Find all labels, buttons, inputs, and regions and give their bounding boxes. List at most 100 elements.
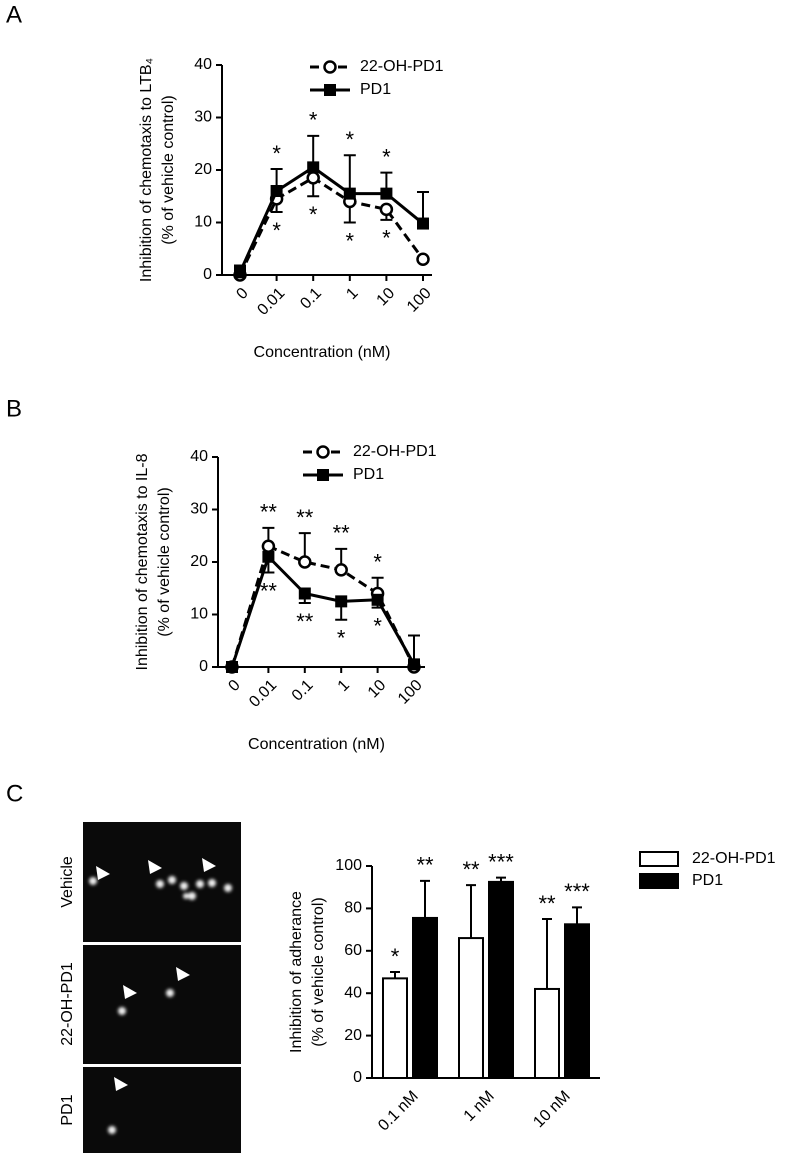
marker xyxy=(306,171,320,185)
significance: * xyxy=(373,613,382,638)
panel-label: A xyxy=(6,1,22,28)
legend-label: 22-OH-PD1 xyxy=(353,443,437,460)
y-tick-label: 30 xyxy=(194,109,212,126)
cells xyxy=(89,876,232,1134)
significance: ** xyxy=(260,500,278,525)
marker xyxy=(371,593,384,606)
legend-swatch xyxy=(639,873,679,889)
marker xyxy=(379,202,394,217)
x-axis-label: Concentration (nM) xyxy=(248,736,385,753)
marker xyxy=(408,658,420,671)
marker xyxy=(417,217,429,230)
significance: * xyxy=(382,226,391,251)
marker xyxy=(317,469,329,481)
x-tick-label: 0.1 nM xyxy=(375,1088,422,1135)
x-tick-label: 0.1 xyxy=(297,285,325,313)
x-tick-label: 10 xyxy=(374,285,399,310)
series-line xyxy=(230,553,416,668)
significance: ** xyxy=(462,857,480,882)
y-tick-label: 0 xyxy=(353,1069,362,1086)
image-label: PD1 xyxy=(59,1094,76,1125)
y-tick-label: 80 xyxy=(344,900,362,917)
error-bar xyxy=(572,906,582,925)
y-axis-label: (% of vehicle control) xyxy=(310,897,327,1046)
panel-label: B xyxy=(6,395,22,422)
error-bar xyxy=(466,884,476,939)
marker xyxy=(380,187,393,200)
y-tick-label: 0 xyxy=(203,266,212,283)
marker xyxy=(262,550,275,563)
bar xyxy=(564,923,590,1079)
series-line xyxy=(238,165,424,273)
x-tick-label: 10 xyxy=(365,677,390,702)
x-tick-label: 1 nM xyxy=(461,1088,498,1125)
significance: * xyxy=(309,108,318,133)
x-tick-label: 1 xyxy=(343,285,361,303)
legend-label: PD1 xyxy=(353,466,384,483)
y-tick-label: 100 xyxy=(335,857,362,874)
significance: * xyxy=(309,202,318,227)
y-tick-label: 20 xyxy=(194,161,212,178)
marker xyxy=(298,587,311,600)
significance: * xyxy=(337,626,346,651)
marker xyxy=(335,595,348,608)
image-label: Vehicle xyxy=(59,856,76,908)
x-tick-label: 100 xyxy=(395,677,426,708)
significance: * xyxy=(346,127,355,152)
significance: *** xyxy=(488,849,514,874)
x-tick-label: 0 xyxy=(233,285,251,303)
bar xyxy=(488,880,514,1080)
y-tick-label: 20 xyxy=(344,1027,362,1044)
significance: * xyxy=(391,944,400,969)
bar xyxy=(458,937,484,1080)
bar xyxy=(382,977,408,1079)
significance: * xyxy=(272,141,281,166)
marker xyxy=(270,185,283,197)
significance: * xyxy=(382,144,391,169)
panel-label: C xyxy=(6,780,23,807)
significance: ** xyxy=(296,505,314,530)
legend-swatch xyxy=(639,851,679,867)
legend-label: PD1 xyxy=(360,81,391,98)
y-tick-label: 40 xyxy=(344,984,362,1001)
y-tick-label: 10 xyxy=(190,606,208,623)
marker xyxy=(316,445,330,459)
y-axis-label: (% of vehicle control) xyxy=(160,95,177,244)
error-bar xyxy=(496,876,506,882)
marker xyxy=(334,563,348,577)
legend-label: PD1 xyxy=(692,872,723,889)
marker xyxy=(323,60,337,74)
y-tick-label: 30 xyxy=(190,501,208,518)
x-tick-label: 100 xyxy=(404,285,435,316)
legend-label: 22-OH-PD1 xyxy=(692,850,776,867)
bar xyxy=(412,916,438,1079)
significance: ** xyxy=(538,891,556,916)
y-tick-label: 60 xyxy=(344,942,362,959)
x-tick-label: 1 xyxy=(335,677,353,695)
y-axis-label: Inhibition of chemotaxis to IL-8 xyxy=(134,453,151,670)
significance: ** xyxy=(296,609,314,634)
x-tick-label: 0 xyxy=(225,677,243,695)
significance: * xyxy=(272,218,281,243)
x-axis-label: Concentration (nM) xyxy=(254,344,391,361)
significance: * xyxy=(373,550,382,575)
y-tick-label: 40 xyxy=(194,56,212,73)
significance: ** xyxy=(416,853,434,878)
error-bar xyxy=(542,918,552,989)
significance: *** xyxy=(564,879,590,904)
marker xyxy=(324,84,336,96)
marker xyxy=(234,266,246,279)
marker xyxy=(343,187,356,200)
series-line xyxy=(238,176,425,276)
y-tick-label: 0 xyxy=(199,658,208,675)
error-bar xyxy=(390,971,400,979)
x-tick-label: 0.1 xyxy=(289,677,317,705)
marker xyxy=(307,161,320,174)
y-tick-label: 10 xyxy=(194,214,212,231)
micrograph xyxy=(83,1067,241,1153)
marker xyxy=(226,661,238,673)
error-bar xyxy=(420,879,430,918)
marker xyxy=(416,252,430,266)
y-axis-label: Inhibition of adherance xyxy=(288,891,305,1053)
